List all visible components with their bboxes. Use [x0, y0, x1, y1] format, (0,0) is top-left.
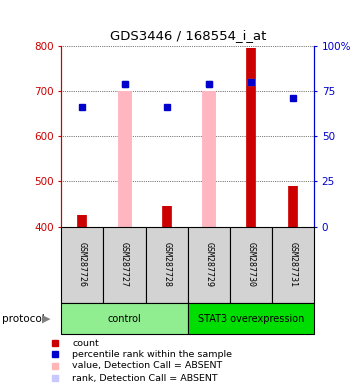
Text: GSM287729: GSM287729: [204, 242, 213, 288]
Title: GDS3446 / 168554_i_at: GDS3446 / 168554_i_at: [109, 29, 266, 42]
Text: GSM287728: GSM287728: [162, 242, 171, 288]
Bar: [145, 227, 188, 303]
Text: STAT3 overexpression: STAT3 overexpression: [198, 314, 304, 324]
Text: GSM287726: GSM287726: [78, 242, 87, 288]
Text: percentile rank within the sample: percentile rank within the sample: [72, 349, 232, 359]
Text: GSM287731: GSM287731: [288, 242, 297, 288]
Text: value, Detection Call = ABSENT: value, Detection Call = ABSENT: [72, 361, 222, 370]
Text: GSM287727: GSM287727: [120, 242, 129, 288]
Bar: [272, 227, 314, 303]
Bar: [188, 227, 230, 303]
Text: count: count: [72, 339, 99, 348]
Bar: [188, 303, 314, 334]
Text: ▶: ▶: [42, 314, 50, 324]
Bar: [61, 303, 188, 334]
Bar: [104, 227, 145, 303]
Text: control: control: [108, 314, 142, 324]
Text: rank, Detection Call = ABSENT: rank, Detection Call = ABSENT: [72, 374, 218, 382]
Text: GSM287730: GSM287730: [247, 242, 255, 288]
Bar: [61, 227, 104, 303]
Text: protocol: protocol: [2, 314, 44, 324]
Bar: [230, 227, 272, 303]
